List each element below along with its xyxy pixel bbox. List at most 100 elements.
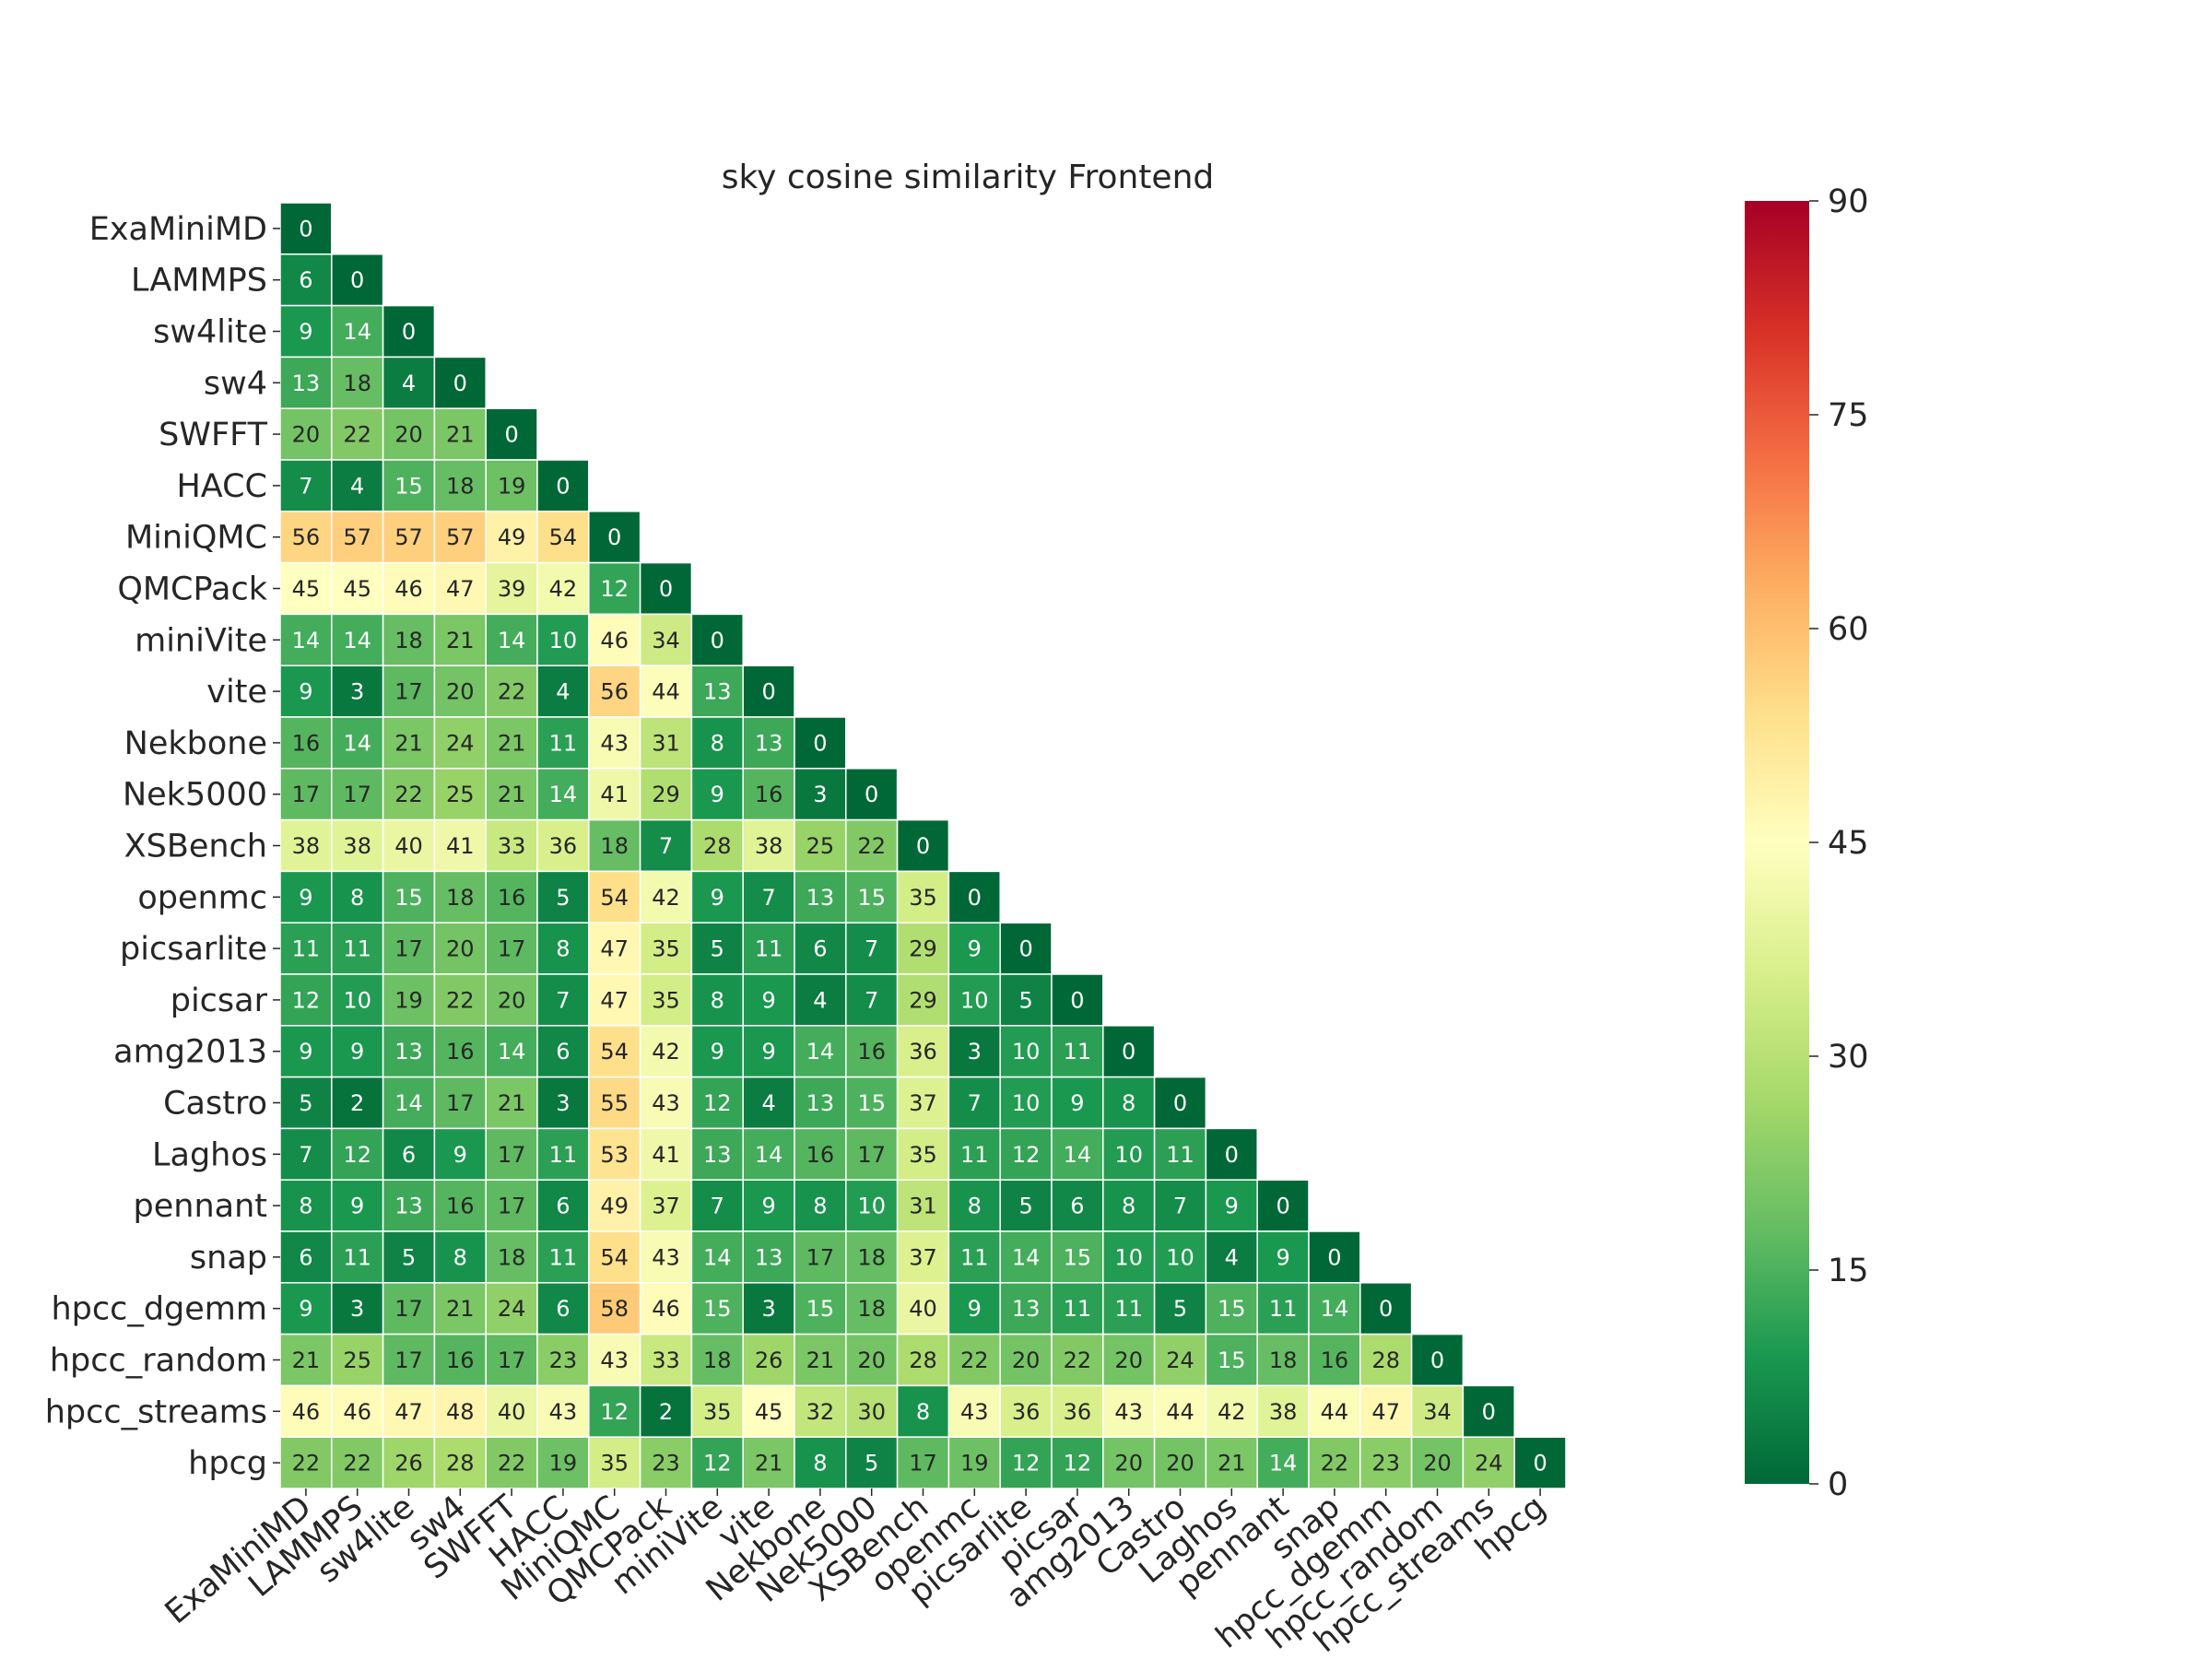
- heatmap-cell: [1256, 1282, 1310, 1335]
- cell-value-label: 12: [1012, 1451, 1041, 1477]
- heatmap-cell: [896, 1025, 950, 1078]
- cell-value-label: 6: [299, 267, 312, 293]
- cell-value-label: 7: [1173, 1194, 1187, 1219]
- cell-value-label: 54: [549, 524, 578, 550]
- heatmap-cell: [690, 1025, 744, 1078]
- cell-value-label: 22: [394, 782, 423, 807]
- cell-value-label: 13: [703, 679, 732, 705]
- colorbar-tick-label: 60: [1828, 611, 1869, 648]
- cell-value-label: 9: [711, 885, 724, 911]
- colorbar: 0 15 30 45 60 75 90: [1745, 183, 1869, 1503]
- heatmap-cell: [947, 973, 1001, 1027]
- cell-value-label: 16: [446, 1194, 475, 1219]
- cell-value-label: 36: [549, 833, 578, 859]
- cell-value-label: 16: [446, 1347, 475, 1373]
- heatmap-cell: [331, 511, 384, 564]
- y-tick-label: vite: [206, 674, 267, 711]
- cell-value-label: 36: [909, 1039, 937, 1065]
- cell-value-label: 0: [968, 885, 982, 911]
- cell-value-label: 6: [556, 1039, 570, 1065]
- cell-value-label: 9: [968, 1296, 982, 1322]
- cell-value-label: 4: [761, 1090, 775, 1116]
- cell-value-label: 0: [1122, 1039, 1135, 1065]
- cell-value-label: 13: [755, 1244, 783, 1270]
- cell-value-label: 4: [1225, 1244, 1239, 1270]
- heatmap-cell: [433, 407, 487, 461]
- cell-value-label: 0: [1379, 1296, 1393, 1322]
- cell-value-label: 42: [652, 1039, 680, 1065]
- cell-value-label: 0: [813, 730, 827, 756]
- heatmap-cell: [639, 1333, 693, 1387]
- heatmap-cell: [331, 768, 384, 821]
- y-tick-label: picsar: [171, 982, 268, 1019]
- cell-value-label: 11: [1166, 1142, 1194, 1168]
- heatmap-cell: [331, 459, 384, 512]
- cell-value-label: 47: [600, 936, 629, 962]
- cell-value-label: 42: [549, 576, 578, 602]
- cell-value-label: 43: [652, 1090, 680, 1116]
- cell-value-label: 13: [1012, 1296, 1041, 1322]
- heatmap-cell: [536, 870, 590, 924]
- cell-value-label: 4: [402, 371, 416, 396]
- heatmap-cell: [639, 973, 693, 1027]
- cell-value-label: 22: [1321, 1451, 1349, 1477]
- y-tick-label: hpcc_random: [50, 1343, 267, 1380]
- cell-value-label: 54: [600, 1244, 629, 1270]
- cell-value-label: 40: [394, 833, 423, 859]
- cell-value-label: 6: [556, 1296, 570, 1322]
- colorbar-tick-label: 75: [1828, 397, 1869, 434]
- y-tick-label: miniVite: [135, 622, 267, 659]
- cell-value-label: 9: [761, 1039, 775, 1065]
- heatmap-cells: 06 09 14 013 18 4 020 22 20 21 07 4 15 18 19 056 57 57 57 4…: [279, 202, 1567, 1489]
- cell-value-label: 5: [711, 936, 724, 962]
- cell-value-label: 6: [402, 1142, 416, 1168]
- heatmap-cell: [331, 1230, 384, 1284]
- cell-value-label: 21: [806, 1347, 835, 1373]
- heatmap-cell: [999, 1282, 1053, 1335]
- cell-value-label: 41: [652, 1142, 680, 1168]
- cell-value-label: 6: [556, 1194, 570, 1219]
- cell-value-label: 8: [299, 1194, 312, 1219]
- heatmap-cell: [331, 1076, 384, 1130]
- cell-value-label: 24: [1166, 1347, 1194, 1373]
- colorbar-tick-label: 45: [1828, 825, 1869, 862]
- cell-value-label: 21: [498, 730, 526, 756]
- y-tick-label: LAMMPS: [131, 263, 267, 300]
- cell-value-label: 49: [498, 524, 526, 550]
- heatmap-cell: [690, 818, 744, 873]
- cell-value-label: 3: [350, 679, 364, 705]
- cell-value-label: 20: [1114, 1347, 1143, 1373]
- heatmap-cell: [1153, 1179, 1207, 1232]
- heatmap-cell: [331, 1025, 384, 1078]
- cell-value-label: 22: [292, 1451, 321, 1477]
- heatmap-cell: [588, 818, 641, 873]
- cell-value-label: 16: [292, 730, 321, 756]
- cell-value-label: 0: [1482, 1399, 1496, 1425]
- heatmap-cell: [1462, 1384, 1515, 1438]
- heatmap-cell: [845, 768, 899, 821]
- cell-value-label: 16: [498, 885, 526, 911]
- cell-value-label: 12: [600, 1399, 629, 1425]
- heatmap-cell: [794, 870, 847, 924]
- heatmap-cell: [279, 665, 333, 718]
- cell-value-label: 15: [394, 885, 423, 911]
- heatmap-cell: [536, 973, 590, 1027]
- heatmap-cell: [639, 1076, 693, 1130]
- heatmap-cell: [999, 1025, 1053, 1078]
- cell-value-label: 12: [703, 1090, 732, 1116]
- heatmap-cell: [382, 922, 436, 975]
- heatmap-cell: [485, 1127, 538, 1181]
- heatmap-cell: [690, 1076, 744, 1130]
- cell-value-label: 13: [394, 1194, 423, 1219]
- cell-value-label: 0: [453, 371, 467, 396]
- cell-value-label: 44: [1321, 1399, 1349, 1425]
- cell-value-label: 19: [960, 1451, 989, 1477]
- heatmap-cell: [1153, 1282, 1207, 1335]
- y-tick-label: openmc: [137, 879, 267, 916]
- cell-value-label: 0: [1018, 936, 1032, 962]
- cell-value-label: 37: [909, 1244, 937, 1270]
- heatmap-cell: [742, 1436, 795, 1489]
- heatmap-cell: [947, 870, 1001, 924]
- heatmap-cell: [690, 1230, 744, 1284]
- cell-value-label: 20: [1423, 1451, 1452, 1477]
